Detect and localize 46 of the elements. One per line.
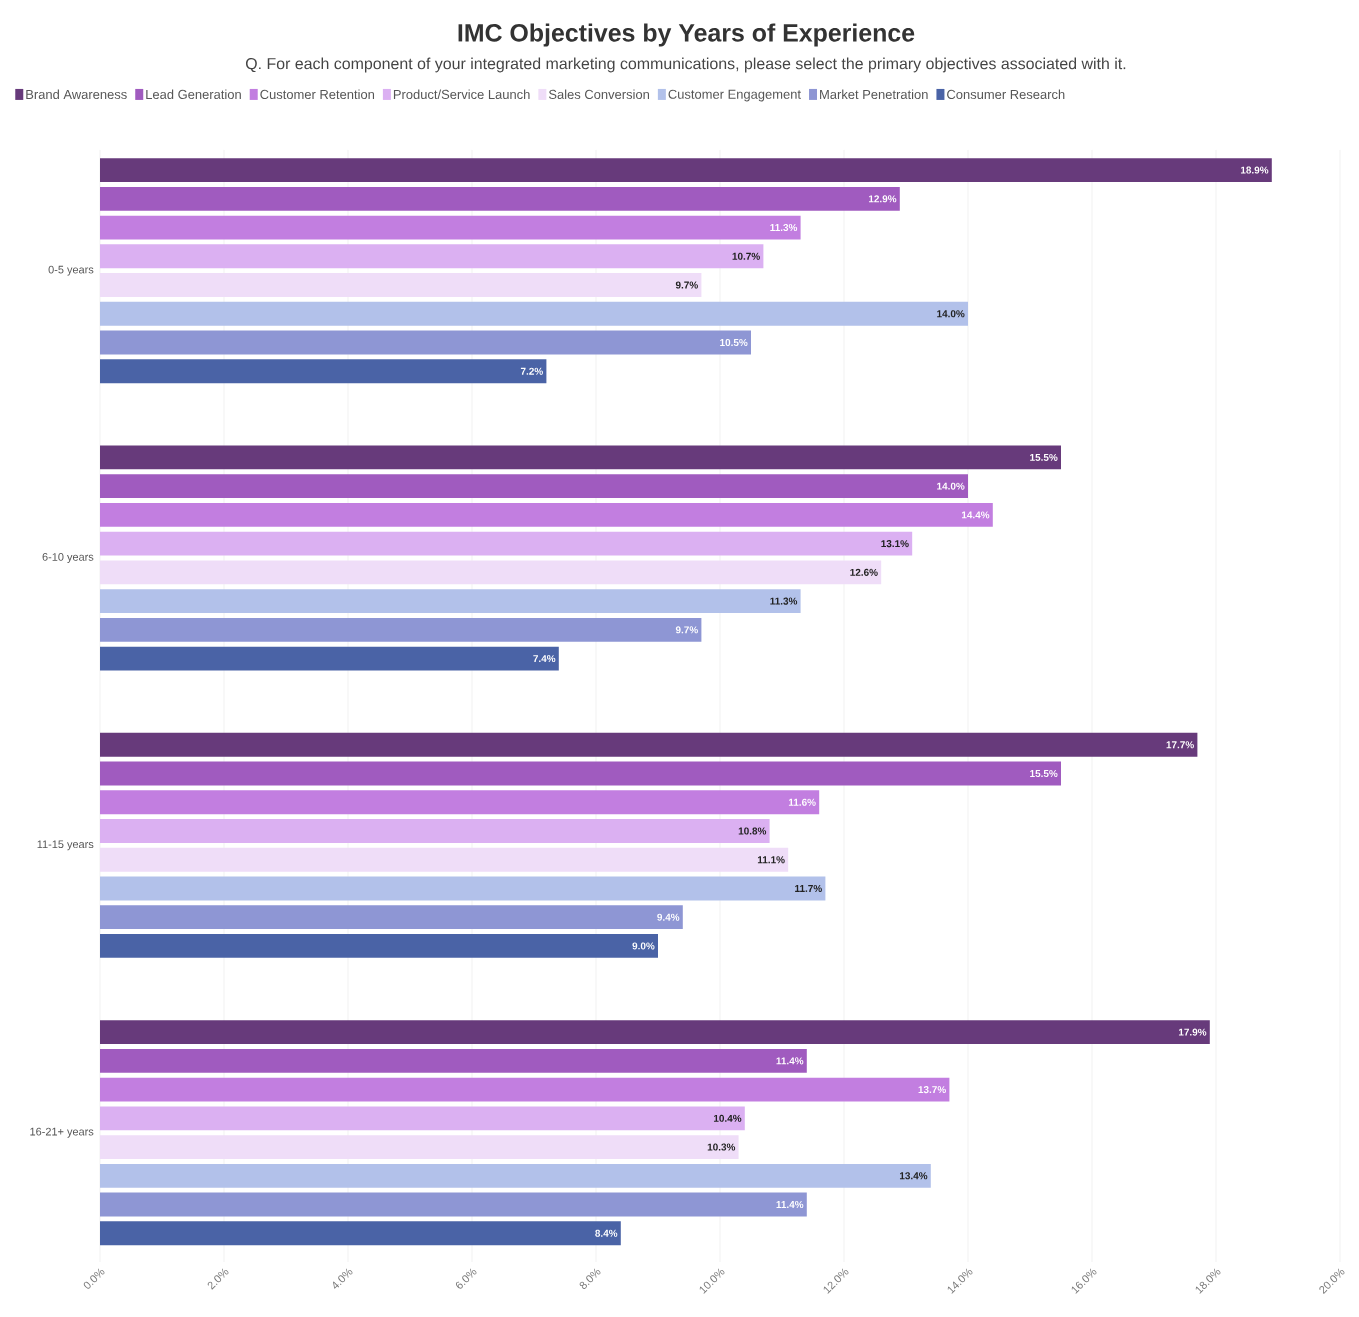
data-label: 14.4% (961, 511, 990, 519)
legend-label: Customer Engagement (668, 89, 801, 102)
legend-label: Customer Retention (260, 89, 375, 99)
y-tick-label: 6-10 years (42, 553, 94, 563)
chart-title: IMC Objectives by Years of Experience (458, 23, 915, 47)
data-label: 12.9% (868, 195, 897, 203)
data-label: 7.2% (520, 367, 543, 375)
data-label: 11.7% (795, 884, 822, 892)
data-label: 15.5% (1030, 770, 1058, 778)
data-label: 10.8% (738, 827, 767, 835)
data-label: 17.9% (1178, 1028, 1207, 1036)
data-label: 10.3% (707, 1143, 736, 1151)
data-label: 11.3% (770, 597, 798, 605)
data-label: 10.4% (713, 1114, 742, 1122)
data-label: 11.4% (776, 1057, 804, 1065)
legend-label: Brand Awareness (26, 89, 127, 99)
data-label: 18.9% (1240, 166, 1269, 174)
legend-label: Lead Generation (146, 89, 241, 99)
legend-label: Market Penetration (820, 89, 928, 99)
data-label: 10.7% (732, 252, 760, 260)
data-label: 9.7% (675, 626, 698, 634)
data-label: 15.5% (1030, 453, 1058, 461)
y-tick-label: 16-21+ years (30, 1127, 94, 1138)
data-label: 10.5% (720, 338, 748, 347)
data-label: 7.4% (533, 655, 556, 663)
legend-label: Product/Service Launch (393, 89, 530, 99)
data-label: 14.0% (937, 482, 965, 490)
data-label: 13.7% (918, 1086, 946, 1094)
y-tick-label: 11-15 years (37, 840, 94, 851)
data-label: 11.1% (757, 856, 785, 864)
data-label: 9.0% (632, 942, 655, 950)
data-label: 11.4% (776, 1201, 804, 1209)
data-label: 13.4% (899, 1172, 928, 1180)
data-label: 9.7% (675, 281, 698, 289)
data-label: 11.3% (770, 224, 798, 232)
data-label: 17.7% (1166, 741, 1194, 749)
data-label: 9.4% (657, 913, 680, 921)
data-label: 14.0% (937, 310, 965, 318)
legend-label: Sales Conversion (548, 89, 649, 99)
data-label: 12.6% (850, 568, 878, 576)
chart-subtitle: Q. For each component of your integrated marketing communications, please select the primary objectives associated with it. (245, 57, 1126, 73)
y-tick-label: 0-5 years (48, 265, 94, 276)
legend-label: Consumer Research (947, 89, 1065, 99)
data-label: 13.1% (881, 540, 909, 548)
data-label: 11.6% (788, 798, 816, 806)
data-label: 8.4% (595, 1229, 618, 1237)
